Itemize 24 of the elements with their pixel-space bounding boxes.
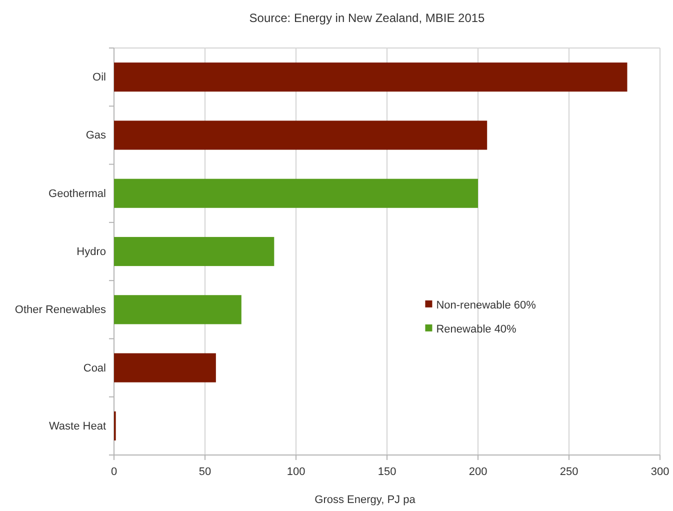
x-tick-label: 0 — [110, 466, 118, 478]
x-tick-label: 300 — [650, 466, 670, 478]
y-tick-label: Oil — [92, 72, 106, 84]
legend-label: Renewable 40% — [436, 323, 517, 336]
x-tick-label: 200 — [468, 466, 488, 478]
legend-label: Non-renewable 60% — [436, 299, 536, 312]
y-tick-label: Other Renewables — [14, 304, 106, 316]
y-tick-label: Gas — [86, 130, 106, 142]
bar — [114, 353, 216, 382]
x-tick-label: 150 — [378, 466, 396, 478]
bar — [114, 236, 274, 266]
bar — [114, 120, 488, 150]
bar — [114, 178, 478, 208]
chart-title: Source: Energy in New Zealand, MBIE 2015 — [249, 11, 486, 25]
y-tick-label: Coal — [83, 362, 106, 374]
y-tick-label: Waste Heat — [48, 420, 106, 432]
y-tick-label: Geothermal — [48, 188, 106, 200]
x-axis-title: Gross Energy, PJ pa — [314, 494, 416, 506]
y-tick-label: Hydro — [76, 246, 106, 258]
bar — [114, 62, 628, 92]
x-tick-label: 250 — [560, 466, 578, 478]
x-tick-label: 50 — [198, 466, 212, 478]
bar — [114, 295, 242, 324]
x-tick-label: 100 — [286, 466, 306, 478]
